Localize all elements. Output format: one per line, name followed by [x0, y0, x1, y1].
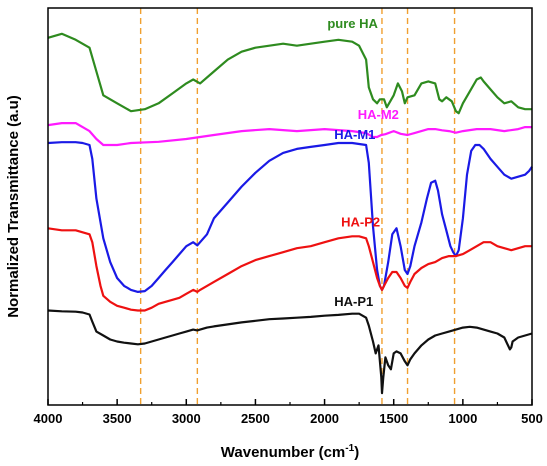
series-label-pure-ha: pure HA: [327, 16, 378, 31]
x-axis-title: Wavenumber (cm-1): [221, 443, 359, 461]
series-label-ha-p1: HA-P1: [334, 294, 373, 309]
x-tick-label: 2000: [310, 411, 339, 426]
x-tick-label: 3000: [172, 411, 201, 426]
series-line-pure-ha: [47, 32, 532, 115]
x-tick-label: 4000: [34, 411, 63, 426]
x-tick-label: 1000: [448, 411, 477, 426]
series-line-ha-p1: [47, 309, 533, 395]
series-label-ha-p2: HA-P2: [341, 214, 380, 229]
x-axis-ticks: 4000 3500 3000 2500 2000 1500 1000 500: [34, 399, 543, 426]
x-tick-label: 500: [521, 411, 543, 426]
x-tick-label: 3500: [103, 411, 132, 426]
series-label-ha-m2: HA-M2: [358, 107, 399, 122]
y-axis-title: Normalized Transmittance (a.u): [5, 95, 22, 318]
spectra-series: [47, 32, 533, 395]
series-line-ha-m2: [47, 121, 532, 147]
plot-frame: [47, 7, 533, 406]
series-label-ha-m1: HA-M1: [334, 127, 375, 142]
reference-lines: [139, 8, 456, 405]
series-line-ha-p2: [47, 227, 532, 312]
x-tick-label: 1500: [379, 411, 408, 426]
series-line-ha-m1: [47, 141, 533, 293]
x-tick-label: 2500: [241, 411, 270, 426]
series-labels: pure HA HA-M2 HA-M1 HA-P2 HA-P1: [327, 16, 399, 309]
